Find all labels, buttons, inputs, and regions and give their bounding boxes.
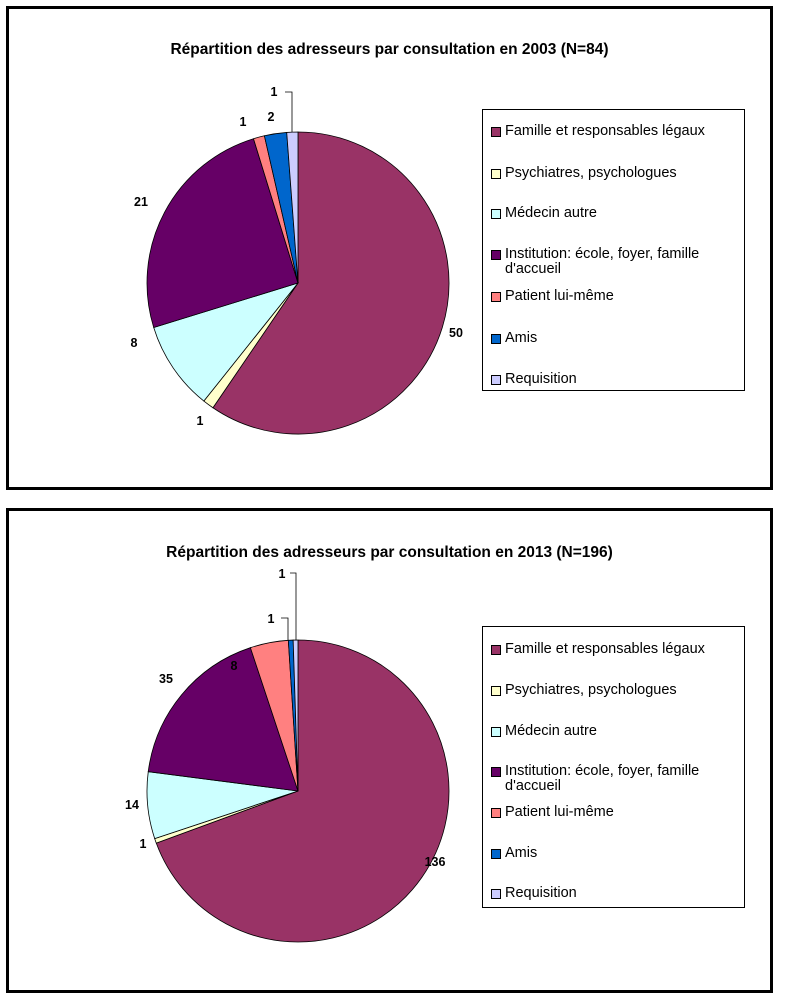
legend-label: Amis bbox=[505, 330, 538, 346]
legend-label: Psychiatres, psychologues bbox=[505, 165, 677, 181]
data-label: 1 bbox=[240, 115, 247, 129]
pie-slice bbox=[286, 131, 299, 284]
pie-slice bbox=[212, 131, 450, 435]
pie-slice bbox=[147, 647, 299, 792]
leader-line bbox=[290, 572, 297, 640]
legend-swatch bbox=[491, 767, 501, 777]
data-label: 1 bbox=[140, 837, 147, 851]
pie-slice bbox=[155, 639, 450, 943]
leader-line bbox=[285, 91, 293, 132]
chart-title: Répartition des adresseurs par consultat… bbox=[170, 41, 609, 58]
legend-swatch bbox=[491, 292, 501, 302]
legend-swatch bbox=[491, 727, 501, 737]
legend-label: Famille et responsables légaux bbox=[505, 641, 705, 657]
legend-label: Institution: école, foyer, famille d'acc… bbox=[505, 246, 700, 277]
pie-slice bbox=[146, 138, 299, 329]
data-label: 8 bbox=[131, 336, 138, 350]
data-label: 35 bbox=[159, 672, 173, 686]
legend-swatch bbox=[491, 645, 501, 655]
legend-swatch bbox=[491, 849, 501, 859]
legend-label: Médecin autre bbox=[505, 205, 597, 221]
leader-line bbox=[281, 617, 289, 640]
legend-label: Patient lui-même bbox=[505, 804, 614, 820]
legend-swatch bbox=[491, 127, 501, 137]
legend: Famille et responsables légaux Psychiatre… bbox=[482, 626, 745, 908]
data-label: 2 bbox=[268, 110, 275, 124]
chart-panel-2003: Répartition des adresseurs par consultat… bbox=[6, 6, 773, 490]
pie-chart: 136 1 14 35 8 1 1 bbox=[125, 567, 450, 943]
data-label: 136 bbox=[425, 855, 446, 869]
data-label: 21 bbox=[134, 195, 148, 209]
legend-label: Amis bbox=[505, 845, 538, 861]
legend-swatch bbox=[491, 250, 501, 260]
data-label: 1 bbox=[279, 567, 286, 581]
legend-label: Famille et responsables légaux bbox=[505, 123, 705, 139]
chart-title: Répartition des adresseurs par consultat… bbox=[166, 544, 613, 561]
legend-label: Institution: école, foyer, famille d'acc… bbox=[505, 763, 700, 794]
legend-swatch bbox=[491, 375, 501, 385]
data-label: 50 bbox=[449, 326, 463, 340]
data-label: 8 bbox=[231, 659, 238, 673]
legend-label: Requisition bbox=[505, 371, 577, 387]
chart-panel-2013: Répartition des adresseurs par consultat… bbox=[6, 508, 773, 993]
data-label: 1 bbox=[268, 612, 275, 626]
legend-label: Psychiatres, psychologues bbox=[505, 682, 677, 698]
legend-swatch bbox=[491, 808, 501, 818]
legend-label: Requisition bbox=[505, 885, 577, 901]
legend-swatch bbox=[491, 889, 501, 899]
legend-label: Médecin autre bbox=[505, 723, 597, 739]
legend-swatch bbox=[491, 334, 501, 344]
pie-slice bbox=[153, 282, 300, 402]
legend-label: Patient lui-même bbox=[505, 288, 614, 304]
data-label: 1 bbox=[271, 85, 278, 99]
legend: Famille et responsables légaux Psychiatre… bbox=[482, 109, 745, 391]
pie-slice bbox=[292, 639, 299, 792]
legend-swatch bbox=[491, 169, 501, 179]
legend-swatch bbox=[491, 686, 501, 696]
legend-swatch bbox=[491, 209, 501, 219]
data-label: 14 bbox=[125, 798, 139, 812]
data-label: 1 bbox=[197, 414, 204, 428]
